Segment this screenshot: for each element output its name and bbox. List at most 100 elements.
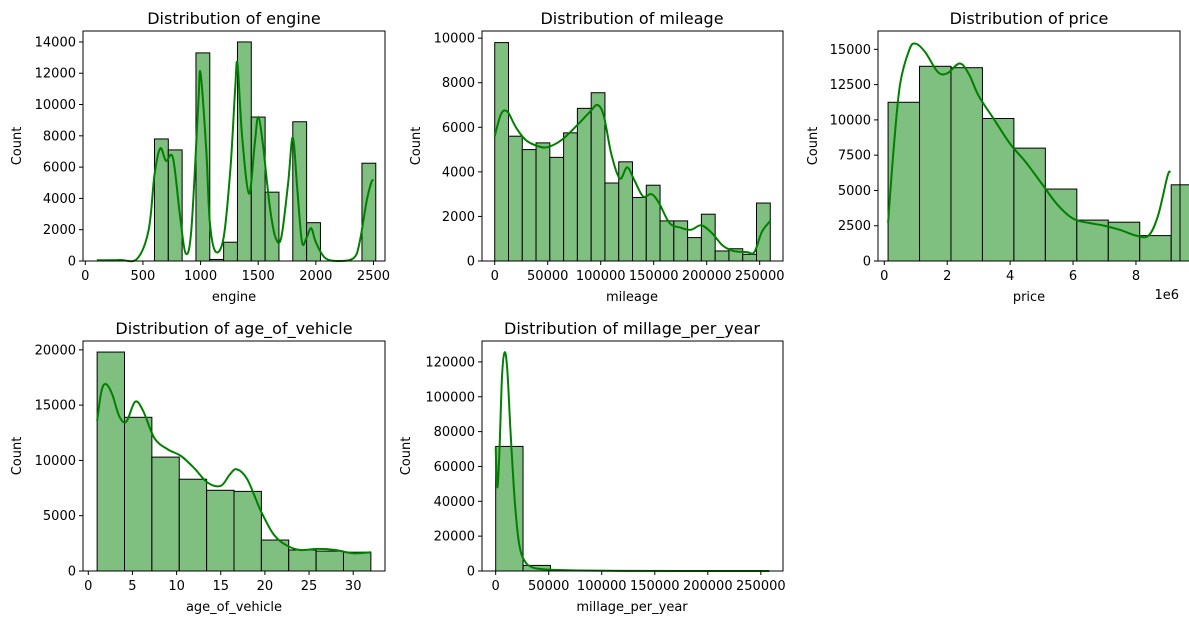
y-tick-label: 12000 [35, 67, 76, 82]
x-tick-label: 1000 [184, 269, 217, 284]
histogram-bar [124, 416, 153, 572]
histogram-bar [151, 456, 180, 572]
kde-curve [494, 351, 770, 573]
y-tick-label: 6000 [442, 121, 475, 136]
plot-area: 0 5 10 15 20 25 30 0 5000 10000 15000 20000 [35, 340, 386, 594]
histogram-bar [288, 549, 317, 572]
y-tick-label: 10000 [434, 32, 475, 47]
histogram-bar [233, 490, 262, 572]
x-tick-label: 25 [301, 579, 318, 594]
histogram-bar [495, 445, 524, 572]
y-tick-label: 10000 [35, 98, 76, 113]
histogram-bar [549, 156, 565, 262]
histogram-bar [700, 213, 716, 262]
histogram-bar [756, 202, 771, 262]
histogram-bar [563, 132, 578, 262]
y-axis-label: Count [10, 437, 25, 476]
x-tick-label: 2 [943, 269, 951, 284]
histogram-bar [887, 101, 921, 262]
histogram-bar [315, 550, 344, 572]
plot-area: 0 2 4 6 8 0 2500 5000 7500 10000 12500 15000 [830, 30, 1189, 284]
x-tick-label: 0 [81, 269, 89, 284]
histogram-bar [604, 182, 620, 262]
y-tick-label: 40000 [434, 495, 475, 510]
x-tick-label: 100000 [576, 269, 626, 284]
axes-frame [481, 30, 784, 262]
x-axis-label: mileage [606, 290, 658, 305]
y-tick-label: 120000 [425, 355, 475, 370]
y-tick-label: 14000 [35, 35, 76, 50]
x-axis-label: age_of_vehicle [186, 600, 282, 615]
x-tick-label: 20 [257, 579, 274, 594]
y-tick-label: 4000 [43, 192, 76, 207]
histogram-bar [742, 253, 758, 262]
histogram-bar [618, 161, 633, 262]
x-tick-label: 0 [492, 579, 500, 594]
subplot-title: Distribution of age_of_vehicle [115, 319, 352, 339]
subplot-engine: Distribution of engine engine Count 0 500… [10, 9, 390, 305]
y-tick-label: 2000 [442, 210, 475, 225]
y-tick-label: 10000 [830, 113, 871, 128]
y-tick-label: 60000 [434, 460, 475, 475]
y-axis-label: Count [399, 437, 414, 476]
subplot-title: Distribution of millage_per_year [504, 319, 760, 339]
y-tick-label: 8000 [43, 129, 76, 144]
y-tick-label: 80000 [434, 425, 475, 440]
x-tick-label: 200000 [683, 579, 733, 594]
y-tick-label: 2000 [43, 223, 76, 238]
y-tick-label: 0 [68, 565, 76, 580]
y-axis-label: Count [409, 127, 424, 166]
histogram-bar [494, 42, 510, 262]
y-tick-label: 0 [863, 255, 871, 270]
histogram-bar [178, 478, 208, 572]
x-tick-label: 8 [1132, 269, 1140, 284]
y-tick-label: 15000 [35, 399, 76, 414]
plot-area: 0 500 1000 1500 2000 2500 0 2000 4000 6000 8000 100… [35, 30, 390, 284]
axes-frame [82, 340, 386, 572]
x-tick-label: 0 [880, 269, 888, 284]
x-axis-label: price [1013, 290, 1045, 305]
axes-frame [481, 340, 784, 572]
x-tick-label: 50000 [528, 579, 569, 594]
kde-curve [887, 42, 1172, 239]
y-tick-label: 12500 [830, 78, 871, 93]
kde-curve [96, 60, 375, 263]
x-tick-label: 15 [212, 579, 229, 594]
x-tick-label: 250000 [735, 269, 785, 284]
histogram-bar [96, 351, 125, 572]
plot-area: 0 50000 100000 150000 200000 250000 0 2000 4000 6… [434, 30, 785, 284]
y-tick-label: 20000 [35, 343, 76, 358]
kde-curve [493, 103, 772, 255]
x-tick-label: 100000 [577, 579, 627, 594]
histogram-bar [659, 220, 675, 262]
histogram-bar [343, 551, 372, 572]
subplot-price: Distribution of price price Count 1e6 0 2… [806, 9, 1189, 305]
histogram-bar [981, 117, 1015, 262]
y-tick-label: 2500 [838, 219, 871, 234]
kde-curve [96, 383, 371, 555]
y-tick-label: 8000 [442, 76, 475, 91]
y-tick-label: 20000 [434, 530, 475, 545]
x-tick-label: 1500 [242, 269, 275, 284]
histogram-bar [1044, 188, 1078, 262]
subplot-title: Distribution of mileage [540, 9, 723, 28]
histogram-bar [714, 250, 730, 262]
plot-area: 0 50000 100000 150000 200000 2500000200004000… [425, 340, 786, 594]
x-axis-label: millage_per_year [576, 600, 688, 615]
x-axis-offset-label: 1e6 [1154, 288, 1179, 303]
x-tick-label: 50000 [527, 269, 568, 284]
y-tick-label: 4000 [442, 165, 475, 180]
histogram-bar [919, 65, 952, 262]
subplot-mileage: Distribution of mileage mileage Count 0 5… [409, 9, 785, 305]
subplot-title: Distribution of price [950, 9, 1109, 28]
histogram-bar [508, 135, 523, 262]
x-tick-label: 250000 [736, 579, 786, 594]
x-tick-label: 150000 [629, 269, 679, 284]
y-tick-label: 5000 [43, 509, 76, 524]
y-tick-label: 15000 [830, 43, 871, 58]
y-tick-label: 5000 [838, 184, 871, 199]
x-tick-label: 200000 [682, 269, 732, 284]
subplot-age-of-vehicle: Distribution of age_of_vehicle age_of_ve… [10, 319, 386, 615]
histogram-bar [206, 489, 235, 572]
